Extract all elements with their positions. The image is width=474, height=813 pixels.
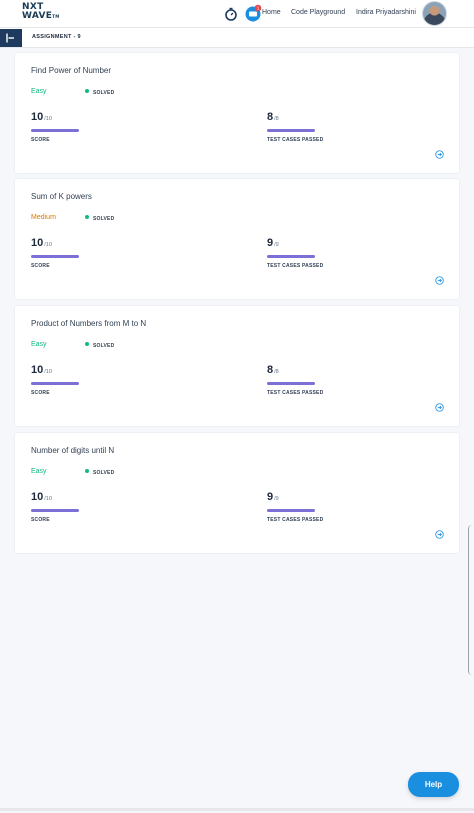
arrow-circle-right-icon[interactable] [435, 403, 444, 412]
score-value: 10 [31, 364, 44, 376]
score-metric: 10/10 SCORE [31, 107, 79, 143]
question-card[interactable]: Number of digits until N Easy SOLVED 10/… [14, 432, 460, 554]
question-title[interactable]: Number of digits until N [31, 446, 115, 455]
bottom-divider [0, 808, 474, 811]
cases-label: TEST CASES PASSED [267, 137, 324, 143]
cases-progress-bar [267, 382, 315, 385]
cases-value: 9 [267, 237, 274, 249]
cases-label: TEST CASES PASSED [267, 517, 324, 523]
test-cases-metric: 8/8 TEST CASES PASSED [267, 360, 323, 396]
solved-dot-icon [85, 89, 89, 93]
cases-label: TEST CASES PASSED [267, 263, 324, 269]
score-progress-fill [31, 382, 79, 385]
score-metric: 10/10 SCORE [31, 360, 79, 396]
cases-progress-bar [267, 129, 315, 132]
question-card[interactable]: Product of Numbers from M to N Easy SOLV… [14, 305, 460, 427]
score-label: SCORE [31, 263, 50, 269]
arrow-circle-right-icon[interactable] [435, 276, 444, 285]
score-label: SCORE [31, 517, 50, 523]
cases-progress-fill [267, 382, 315, 385]
score-progress-bar [31, 129, 79, 132]
test-cases-metric: 9/9 TEST CASES PASSED [267, 233, 323, 269]
cases-value: 9 [267, 491, 274, 503]
test-cases-metric: 9/9 TEST CASES PASSED [267, 487, 323, 523]
sidebar-toggle-button[interactable] [0, 29, 22, 47]
question-title[interactable]: Sum of K powers [31, 192, 92, 201]
score-progress-fill [31, 509, 79, 512]
cases-value: 8 [267, 364, 274, 376]
status-badge: SOLVED [85, 215, 114, 222]
logo-line1: NXT [22, 2, 44, 12]
score-value: 10 [31, 491, 44, 503]
cases-total: /9 [274, 242, 279, 248]
question-card[interactable]: Sum of K powers Medium SOLVED 10/10 SCOR… [14, 178, 460, 300]
question-title[interactable]: Find Power of Number [31, 66, 112, 75]
score-label: SCORE [31, 137, 50, 143]
cases-progress-fill [267, 129, 315, 132]
cases-progress-fill [267, 255, 315, 258]
status-badge: SOLVED [85, 469, 114, 476]
collapse-icon [6, 33, 14, 43]
nxtwave-logo[interactable]: NXT WAVETM [22, 3, 64, 25]
score-total: /10 [44, 116, 52, 122]
avatar[interactable] [422, 1, 447, 26]
difficulty-label: Easy [31, 88, 47, 95]
score-metric: 10/10 SCORE [31, 487, 79, 523]
solved-dot-icon [85, 469, 89, 473]
logo-line2: WAVETM [22, 11, 60, 21]
cases-progress-fill [267, 509, 315, 512]
user-name[interactable]: Indira Priyadarshini [356, 9, 416, 16]
assignment-title: ASSIGNMENT - 9 [32, 34, 81, 40]
nav-home-link[interactable]: Home [262, 9, 281, 16]
stopwatch-icon[interactable] [224, 7, 238, 21]
score-progress-fill [31, 129, 79, 132]
cases-progress-bar [267, 509, 315, 512]
test-cases-metric: 8/8 TEST CASES PASSED [267, 107, 323, 143]
score-progress-bar [31, 255, 79, 258]
cases-total: /9 [274, 496, 279, 502]
question-card[interactable]: Find Power of Number Easy SOLVED 10/10 S… [14, 52, 460, 174]
score-total: /10 [44, 496, 52, 502]
cases-label: TEST CASES PASSED [267, 390, 324, 396]
arrow-circle-right-icon[interactable] [435, 530, 444, 539]
cases-progress-bar [267, 255, 315, 258]
discussion-icon[interactable]: 1 [244, 4, 262, 22]
help-button[interactable]: Help [408, 772, 459, 797]
question-title[interactable]: Product of Numbers from M to N [31, 319, 147, 328]
score-label: SCORE [31, 390, 50, 396]
status-badge: SOLVED [85, 342, 114, 349]
scrollbar[interactable] [468, 525, 474, 675]
score-total: /10 [44, 242, 52, 248]
score-metric: 10/10 SCORE [31, 233, 79, 269]
difficulty-label: Easy [31, 341, 47, 348]
top-navbar [0, 0, 474, 28]
arrow-circle-right-icon[interactable] [435, 150, 444, 159]
score-progress-bar [31, 509, 79, 512]
assignment-header [0, 28, 474, 48]
difficulty-label: Easy [31, 468, 47, 475]
solved-dot-icon [85, 342, 89, 346]
solved-dot-icon [85, 215, 89, 219]
notification-badge: 1 [257, 6, 260, 11]
cases-total: /8 [274, 369, 279, 375]
nav-code-playground-link[interactable]: Code Playground [291, 9, 346, 16]
score-progress-bar [31, 382, 79, 385]
cases-value: 8 [267, 111, 274, 123]
status-badge: SOLVED [85, 89, 114, 96]
score-total: /10 [44, 369, 52, 375]
cases-total: /8 [274, 116, 279, 122]
score-value: 10 [31, 237, 44, 249]
score-value: 10 [31, 111, 44, 123]
score-progress-fill [31, 255, 79, 258]
difficulty-label: Medium [31, 214, 56, 221]
